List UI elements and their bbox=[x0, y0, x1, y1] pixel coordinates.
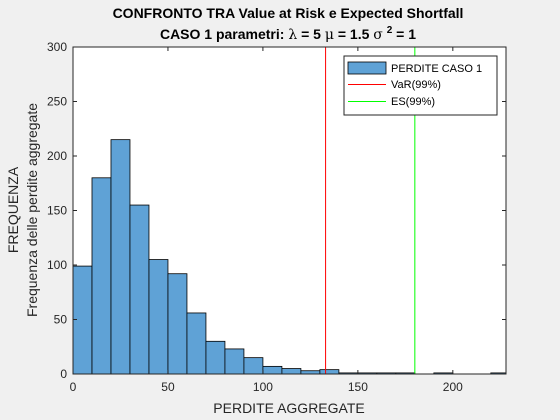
y-tick-label: 200 bbox=[47, 149, 67, 163]
subtitle-lambda-value: = 5 bbox=[301, 26, 325, 42]
legend-label-es: ES(99%) bbox=[391, 96, 435, 108]
histogram-bar bbox=[148, 259, 169, 375]
x-tick-label: 50 bbox=[161, 380, 175, 394]
chart-title: CONFRONTO TRA Value at Risk e Expected S… bbox=[113, 5, 464, 21]
histogram-bar bbox=[186, 312, 207, 375]
bars-group bbox=[72, 139, 507, 375]
y-axis-label-line2: Frequenza delle perdite aggregate bbox=[24, 103, 40, 317]
histogram-bar bbox=[72, 265, 93, 375]
y-tick-label: 150 bbox=[47, 204, 67, 218]
histogram-bar bbox=[91, 177, 112, 375]
histogram-bar bbox=[205, 340, 226, 375]
subtitle-lambda-symbol: λ bbox=[288, 27, 297, 43]
x-axis-ticks: 0 50 100 150 200 bbox=[70, 47, 463, 394]
x-tick-label: 150 bbox=[348, 380, 368, 394]
subtitle-sigma-value: = 1 bbox=[396, 26, 416, 42]
subtitle-mu-symbol: μ bbox=[325, 27, 334, 43]
histogram-bar bbox=[129, 204, 150, 375]
subtitle-prefix: CASO 1 parametri: bbox=[160, 26, 288, 42]
y-axis-label-line1: FREQUENZA bbox=[5, 166, 21, 253]
histogram-bar bbox=[243, 357, 264, 375]
subtitle-sigma-symbol: σ bbox=[373, 27, 383, 43]
subtitle-sigma-exponent: 2 bbox=[387, 25, 393, 36]
y-axis-ticks: 0 50 100 150 200 250 300 bbox=[47, 40, 506, 381]
histogram-bar bbox=[262, 365, 283, 375]
legend-label-var: VaR(99%) bbox=[391, 79, 441, 91]
subtitle-mu-value: = 1.5 bbox=[338, 26, 373, 42]
histogram-bar bbox=[281, 368, 302, 375]
x-tick-label: 200 bbox=[443, 380, 463, 394]
x-tick-label: 100 bbox=[253, 380, 273, 394]
x-tick-label: 0 bbox=[70, 380, 77, 394]
y-tick-label: 50 bbox=[54, 313, 68, 327]
histogram-bar bbox=[319, 369, 340, 375]
y-tick-label: 300 bbox=[47, 40, 67, 54]
histogram-bar bbox=[110, 139, 131, 375]
x-axis-label: PERDITE AGGREGATE bbox=[213, 400, 364, 416]
y-tick-label: 100 bbox=[47, 258, 67, 272]
histogram-bar bbox=[167, 273, 188, 375]
y-tick-label: 0 bbox=[60, 367, 67, 381]
legend-swatch-histogram bbox=[347, 61, 387, 75]
legend: PERDITE CASO 1 VaR(99%) ES(99%) bbox=[343, 55, 498, 116]
legend-label-histogram: PERDITE CASO 1 bbox=[391, 63, 482, 75]
y-tick-label: 250 bbox=[47, 95, 67, 109]
chart-subtitle: CASO 1 parametri: λ = 5 μ = 1.5 σ 2 = 1 bbox=[160, 20, 416, 43]
histogram-bar bbox=[224, 348, 245, 375]
